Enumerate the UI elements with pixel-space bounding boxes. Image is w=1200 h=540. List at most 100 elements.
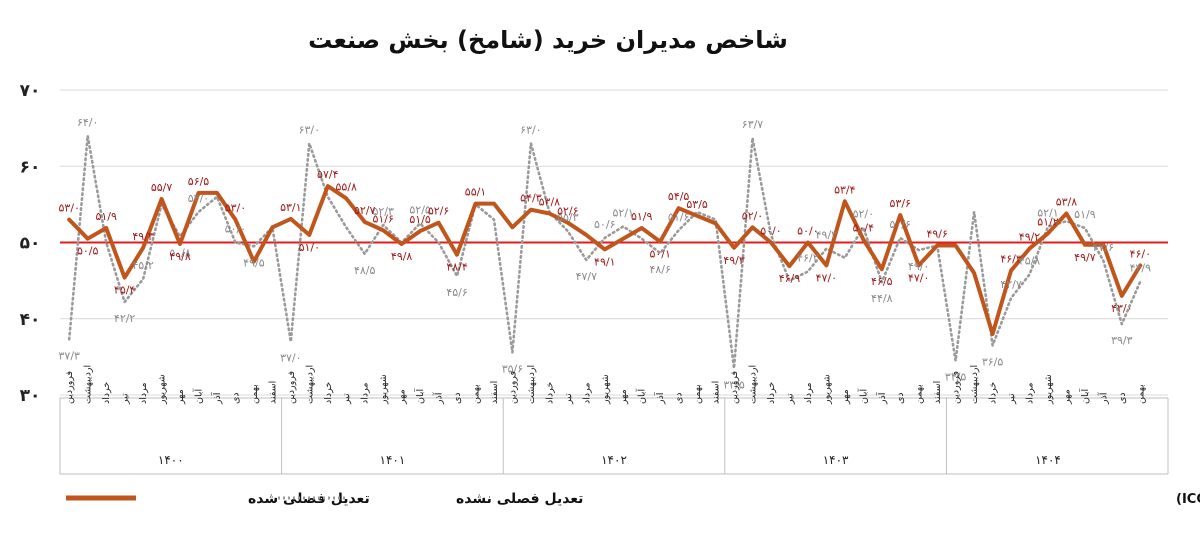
x-tick-label: بهمن: [471, 384, 482, 404]
data-label: ۵۴/۰: [188, 192, 209, 205]
data-label: ۴۶/۹: [779, 272, 801, 285]
x-tick-label: دی: [1117, 392, 1128, 404]
x-tick-label: فروردین: [64, 371, 75, 404]
data-label: ۴۴/۸: [871, 292, 893, 305]
data-label: ۶۴/۰: [77, 116, 98, 129]
data-label: ۵۲/۵: [409, 203, 431, 216]
data-label: ۴۸/۵: [354, 264, 376, 277]
legend: تعدیل فصلی شده تعدیل فصلی نشده: [66, 491, 583, 507]
x-tick-label: اردیبهشت: [526, 365, 537, 404]
x-tick-label: اسفند: [489, 381, 500, 404]
data-label: ۴۸/۴: [446, 261, 468, 274]
series-line-1: [67, 134, 1142, 370]
data-label: ۴۶/۰: [1130, 247, 1151, 260]
x-tick-label: فروردین: [507, 371, 518, 404]
data-label: ۴۵/۴: [114, 284, 136, 297]
data-label: ۵۲/۱: [613, 206, 634, 219]
x-tick-label: شهریور: [1043, 374, 1054, 405]
y-tick-label: ۶۰: [20, 157, 41, 177]
x-tick-label: فروردین: [729, 371, 740, 404]
x-tick-label: اسفند: [932, 381, 943, 404]
data-label: ۵۵/۳: [557, 211, 579, 224]
data-label: ۵۱/۹: [95, 210, 117, 223]
year-label: ۱۴۰۳: [823, 453, 849, 467]
x-tick-label: مهر: [397, 389, 408, 405]
data-label: ۴۹/۶: [926, 228, 947, 241]
data-label: ۵۰/۱: [649, 248, 670, 261]
data-label: ۵۰/۶: [890, 218, 911, 231]
x-tick-label: مرداد: [1025, 383, 1036, 404]
x-tick-label: مرداد: [581, 383, 592, 404]
x-tick-label: خرداد: [988, 382, 999, 404]
y-tick-label: ۷۰: [20, 81, 41, 101]
x-tick-label: شهریور: [821, 374, 832, 405]
x-tick-label: بهمن: [1135, 384, 1146, 404]
x-tick-label: مرداد: [803, 383, 814, 404]
data-label: ۴۹/۸: [169, 250, 191, 263]
x-tick-label: مهر: [618, 389, 629, 405]
x-tick-label: اسفند: [711, 381, 722, 404]
x-tick-label: آبان: [635, 388, 648, 404]
data-label: ۳۷/۰: [280, 352, 301, 365]
data-label: ۳۴/۵: [945, 371, 967, 384]
data-label: ۴۹/۰: [908, 260, 929, 273]
series-seasonal: [67, 184, 1143, 336]
data-label: ۴۲/۲: [114, 312, 136, 325]
x-tick-label: خرداد: [544, 382, 555, 404]
data-label: ۴۵/۲: [132, 259, 154, 272]
x-tick-label: فروردین: [286, 371, 297, 404]
data-label: ۴۳/۰: [1111, 302, 1132, 315]
x-axis: فروردین اردیبهشت خرداد تیر مرداد شهریور مهر آبا…: [59, 365, 1169, 475]
x-tick-label: تیر: [784, 393, 795, 405]
data-label: ۵۱/۶: [372, 212, 393, 225]
data-label: ۴۴/۹: [1130, 261, 1152, 274]
data-label: ۴۷/۷: [576, 270, 598, 283]
x-tick-label: مرداد: [138, 383, 149, 404]
year-label: ۱۴۰۰: [158, 453, 184, 467]
data-label: ۳۳/۵: [723, 378, 745, 391]
data-label: ۴۷/۶: [1093, 241, 1114, 254]
x-tick-label: آذر: [432, 392, 445, 405]
x-tick-label: آذر: [1096, 392, 1109, 405]
data-label: ۵۵/۷: [151, 181, 173, 194]
data-label: ۵۲/۷: [354, 204, 376, 217]
x-tick-label: آبان: [192, 388, 205, 404]
data-label: ۵۱/۰: [299, 241, 320, 254]
data-label: ۴۹/۲: [816, 229, 838, 242]
data-label: ۴۶/۲: [797, 251, 819, 264]
y-axis: ۳۰ ۴۰ ۵۰ ۶۰ ۷۰: [20, 81, 41, 406]
data-labels-raw: ۳۷/۳ ۶۴/۰ ۴۲/۲ ۴۵/۲ ۵۰/۸ ۵۴/۰ ۵۰/۰ ۴۹/۵ ۳۷/۰ ۶۳/۰…: [59, 116, 1152, 392]
data-label: ۵۵/۸: [336, 180, 358, 193]
data-label: ۳۷/۳: [59, 349, 81, 362]
x-tick-label: اردیبهشت: [304, 365, 315, 404]
data-label: ۵۰/۶: [594, 218, 615, 231]
data-label: ۶۳/۷: [742, 118, 764, 131]
x-tick-label: تیر: [563, 393, 574, 405]
x-tick-label: تیر: [341, 393, 352, 405]
x-tick-label: اردیبهشت: [748, 365, 759, 404]
x-tick-label: آذر: [653, 392, 666, 405]
source-note: منبع: اتاق بازرگانی، صنایع، معادن و کشاو…: [1176, 491, 1200, 507]
x-tick-label: خرداد: [101, 382, 112, 404]
x-tick-label: اردیبهشت: [969, 365, 980, 404]
data-label: ۵۲/۰: [742, 209, 763, 222]
data-label: ۴۹/۵: [243, 256, 265, 269]
series-line-0: [67, 184, 1143, 336]
data-label: ۴۹/۳: [723, 254, 745, 267]
x-tick-label: مرداد: [360, 383, 371, 404]
x-tick-label: دی: [452, 392, 463, 404]
x-tick-label: مهر: [840, 389, 851, 405]
x-tick-label: دی: [674, 392, 685, 404]
data-label: ۴۶/۵: [871, 275, 893, 288]
data-label: ۴۵/۶: [446, 286, 467, 299]
data-label: ۵۵/۱: [465, 186, 486, 199]
data-label: ۴۹/۸: [391, 250, 413, 263]
data-label: ۵۷/۴: [317, 168, 339, 181]
x-tick-label: تیر: [120, 393, 131, 405]
data-label: ۵۳/۱: [280, 201, 301, 214]
data-label: ۳۵/۶: [502, 362, 523, 375]
data-label: ۵۳/۶: [890, 197, 911, 210]
year-label: ۱۴۰۱: [380, 453, 406, 467]
x-tick-label: اردیبهشت: [83, 365, 94, 404]
y-tick-label: ۳۰: [20, 386, 41, 406]
